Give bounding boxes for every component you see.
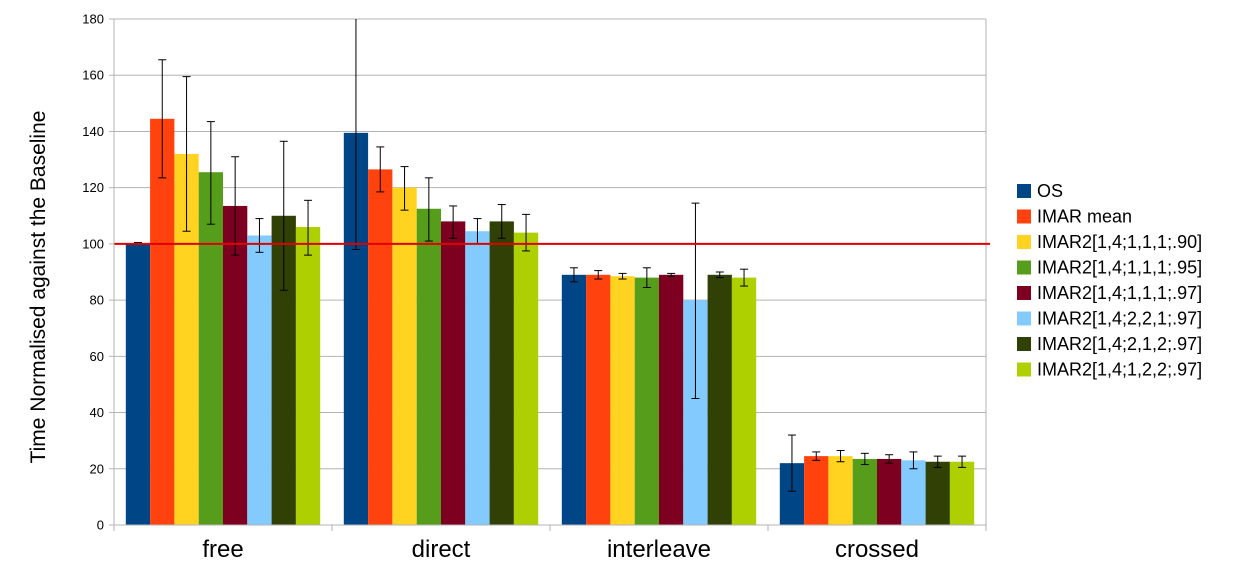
x-category-label: free — [202, 536, 243, 563]
y-tick-label: 0 — [97, 518, 104, 533]
x-category-label: crossed — [835, 536, 919, 563]
bar — [295, 227, 321, 525]
y-axis-label: Time Normalised against the Baseline — [27, 111, 50, 464]
bar — [707, 274, 732, 525]
y-tick-label: 20 — [90, 461, 104, 476]
bar — [392, 187, 417, 525]
legend-label: IMAR mean — [1037, 207, 1132, 227]
y-tick-label: 80 — [90, 293, 104, 308]
bar — [610, 276, 635, 525]
legend-label: IMAR2[1,4;1,1,1;.90] — [1037, 232, 1202, 252]
bar — [561, 274, 587, 525]
bar — [901, 460, 926, 525]
y-tick-label: 40 — [90, 405, 104, 420]
legend-label: IMAR2[1,4;1,2,2;.97] — [1037, 360, 1202, 380]
legend-swatch — [1017, 184, 1031, 198]
x-category-label: interleave — [607, 536, 711, 563]
y-tick-label: 120 — [82, 180, 104, 195]
y-tick-label: 100 — [82, 236, 104, 251]
bar — [828, 456, 853, 525]
y-tick-labels: 0 20 40 60 80 100 120 140 160 180 — [82, 12, 104, 533]
legend-label: IMAR2[1,4;1,1,1;.95] — [1037, 258, 1202, 278]
bar — [150, 118, 175, 526]
bar — [465, 231, 490, 525]
error-bars — [133, 19, 967, 492]
bars — [125, 118, 975, 526]
legend-swatch — [1017, 286, 1031, 300]
bar — [247, 235, 272, 525]
legend-swatch — [1017, 362, 1031, 377]
legend-swatch — [1017, 311, 1031, 326]
legend-label: OS — [1037, 181, 1063, 201]
bar — [489, 221, 514, 525]
bar — [416, 208, 441, 525]
y-tick-label: 140 — [82, 124, 104, 139]
legend-swatch — [1017, 260, 1031, 275]
bar — [586, 274, 611, 525]
y-tick-label: 180 — [82, 12, 104, 27]
bar — [634, 277, 659, 525]
bar — [659, 274, 684, 525]
bar — [198, 172, 223, 525]
x-category-labels: free direct interleave crossed — [202, 536, 919, 563]
x-category-label: direct — [412, 536, 471, 563]
bar — [949, 461, 975, 525]
legend-label: IMAR2[1,4;2,2,1;.97] — [1037, 309, 1202, 329]
legend-swatch — [1017, 337, 1031, 351]
bar — [125, 243, 151, 525]
bar — [925, 461, 950, 525]
y-tick-label: 160 — [82, 68, 104, 83]
bar — [804, 456, 829, 525]
bar — [731, 277, 757, 525]
bar — [852, 458, 877, 525]
bar — [441, 221, 466, 525]
legend: OS IMAR mean IMAR2[1,4;1,1,1;.90] IMAR2[1,4… — [1017, 181, 1202, 380]
legend-swatch — [1017, 209, 1031, 224]
axes — [109, 18, 987, 531]
bar — [368, 169, 393, 525]
legend-swatch — [1017, 235, 1031, 249]
bar — [223, 205, 248, 525]
legend-label: IMAR2[1,4;1,1,1;.97] — [1037, 283, 1202, 303]
legend-label: IMAR2[1,4;2,1,2;.97] — [1037, 334, 1202, 354]
bar — [513, 232, 539, 525]
y-tick-label: 60 — [90, 349, 104, 364]
bar — [877, 458, 902, 525]
